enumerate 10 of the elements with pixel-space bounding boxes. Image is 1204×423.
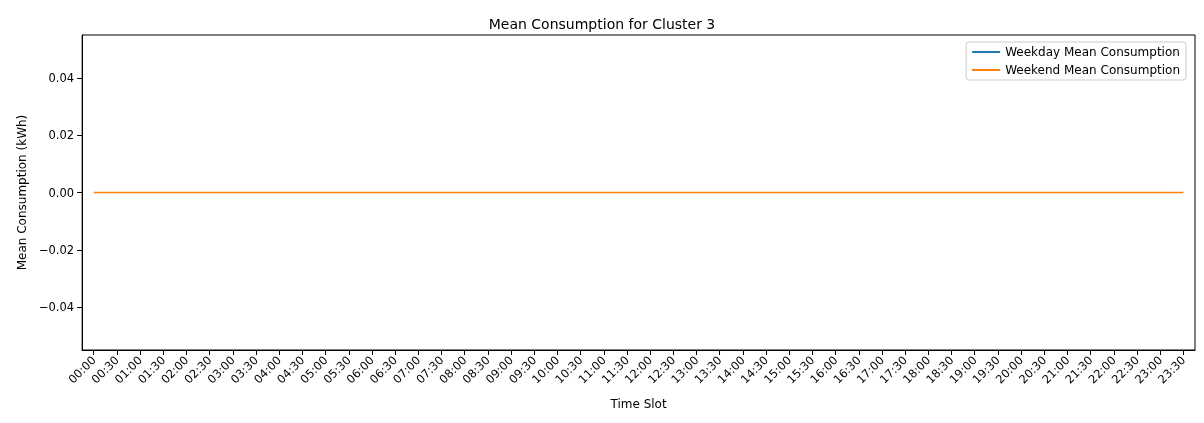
y-tick-label: 0.02 <box>48 128 75 143</box>
y-tick-label: 0.04 <box>48 70 75 85</box>
chart-title: Mean Consumption for Cluster 3 <box>488 16 716 32</box>
legend-label: Weekend Mean Consumption <box>1005 63 1180 77</box>
y-tick-label: 0.00 <box>48 185 75 200</box>
y-axis-title: Mean Consumption (kWh) <box>15 114 29 271</box>
x-axis-title: Time Slot <box>609 397 667 411</box>
y-tick-label: −0.04 <box>38 300 75 315</box>
legend-label: Weekday Mean Consumption <box>1005 45 1180 59</box>
y-tick-label: −0.02 <box>38 242 75 257</box>
